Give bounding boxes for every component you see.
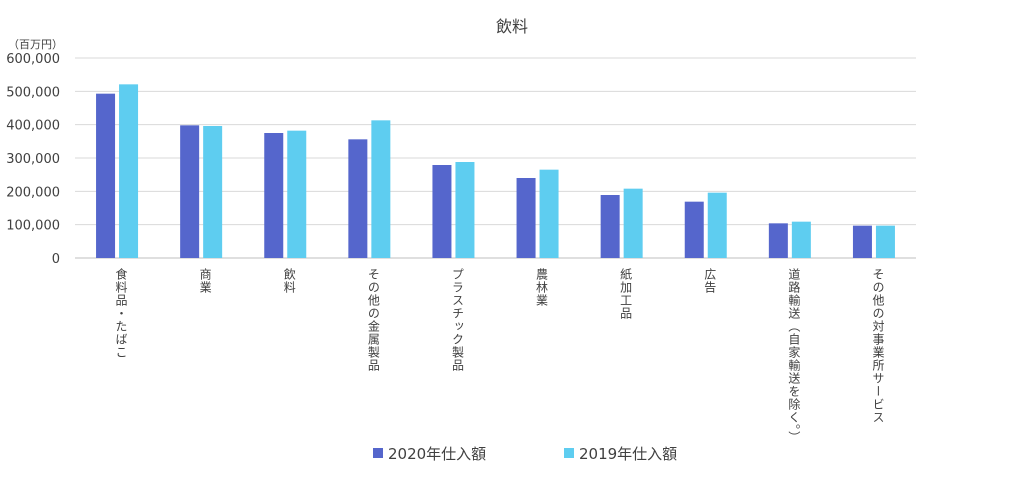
bar-series-2 [623,188,643,258]
category-label: 食料品・たばこ [114,267,128,359]
category-label: プラスチック製品 [450,268,464,372]
category-label: 飲料 [282,267,296,294]
y-tick-label: 400,000 [6,119,60,134]
bar-series-1 [348,139,368,258]
legend-swatch [373,448,383,458]
bar-series-1 [852,225,872,258]
bar-series-1 [432,165,452,258]
gridlines [75,57,916,259]
y-axis-ticks: 0 100,000 200,000 300,000 400,000 500,000 600,… [6,52,60,267]
bar-series-1 [180,125,200,258]
bar-series-1 [600,195,620,258]
y-tick-label: 100,000 [6,219,60,234]
y-axis-unit-label: （百万円） [8,38,63,51]
bar-series-2 [539,169,559,258]
y-tick-label: 200,000 [6,185,60,200]
bar-series-1 [96,93,116,259]
y-tick-label: 500,000 [6,85,60,100]
y-tick-label: 300,000 [6,152,60,167]
chart-title: 飲料 [496,17,528,36]
y-tick-label: 600,000 [6,52,60,67]
category-label: その他の対事業所サービス [871,268,885,424]
bar-series-2 [371,120,391,258]
y-tick-label: 0 [52,252,60,267]
legend-label: 2019年仕入額 [579,445,677,463]
legend-swatch [564,448,574,458]
bar-series-1 [516,178,536,258]
legend: 2020年仕入額 2019年仕入額 [373,445,677,463]
bar-series-2 [287,130,307,258]
bar-series-2 [875,225,895,258]
bar-series-1 [684,201,704,258]
bar-series-2 [707,192,727,258]
category-label: 道路輸送（自家輸送を除く。） [787,268,801,444]
bar-series-2 [119,84,139,258]
bar-series-2 [455,162,475,258]
x-axis-categories: 食料品・たばこ 商業 飲料 その他の金属製品 プラスチック製品 農林業 紙加工品 広告 道路輸送… [114,267,885,444]
bar-series-2 [791,221,811,258]
category-label: 紙加工品 [619,267,633,320]
bar-series-2 [203,126,223,258]
legend-label: 2020年仕入額 [388,445,486,463]
bar-series-1 [768,223,788,258]
category-label: 農林業 [535,268,549,307]
category-label: その他の金属製品 [366,268,380,372]
bar-series-1 [264,133,284,258]
category-label: 商業 [198,267,212,294]
category-label: 広告 [703,268,717,294]
bars [96,84,895,259]
